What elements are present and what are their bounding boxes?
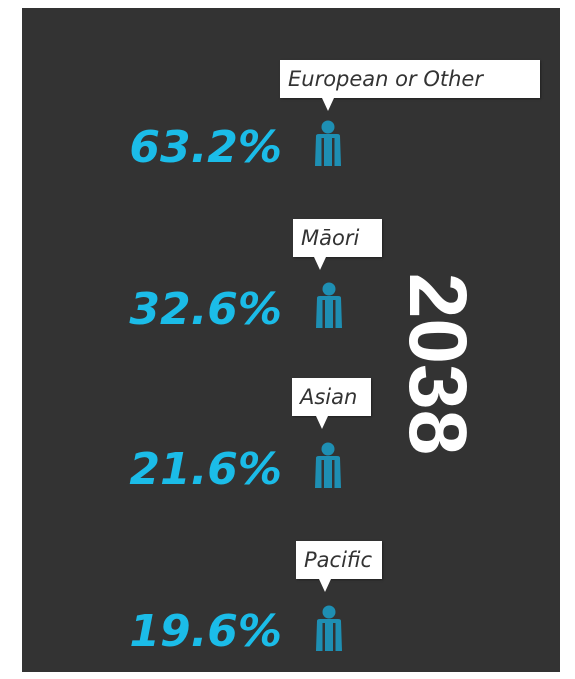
ethnicity-callout: Pacific — [296, 541, 382, 579]
year-text: 2038 — [392, 272, 483, 456]
person-icon — [316, 605, 342, 651]
callout-pointer — [319, 579, 331, 592]
ethnicity-callout: Māori — [293, 219, 382, 257]
person-icon — [316, 282, 342, 328]
percent-value: 19.6% — [129, 606, 282, 657]
person-icon — [315, 120, 341, 166]
percent-value: 63.2% — [129, 122, 282, 173]
callout-pointer — [322, 98, 334, 111]
ethnicity-label: Asian — [300, 385, 358, 409]
ethnicity-row: Pacific 19.6% — [22, 526, 560, 666]
ethnicity-callout: Asian — [292, 378, 371, 416]
ethnicity-row: Asian 21.6% — [22, 370, 560, 510]
ethnicity-label: European or Other — [288, 67, 483, 91]
ethnicity-label: Pacific — [304, 548, 373, 572]
ethnicity-row: European or Other 63.2% — [22, 56, 560, 196]
percent-value: 32.6% — [129, 284, 282, 335]
person-icon — [315, 442, 341, 488]
ethnicity-label: Māori — [301, 226, 360, 250]
ethnicity-row: Māori 32.6% — [22, 213, 560, 353]
infographic-panel: European or Other 63.2% Māori 32.6% Asia… — [22, 8, 560, 672]
callout-pointer — [316, 416, 328, 429]
percent-value: 21.6% — [129, 444, 282, 495]
ethnicity-callout: European or Other — [280, 60, 540, 98]
callout-pointer — [314, 257, 326, 270]
